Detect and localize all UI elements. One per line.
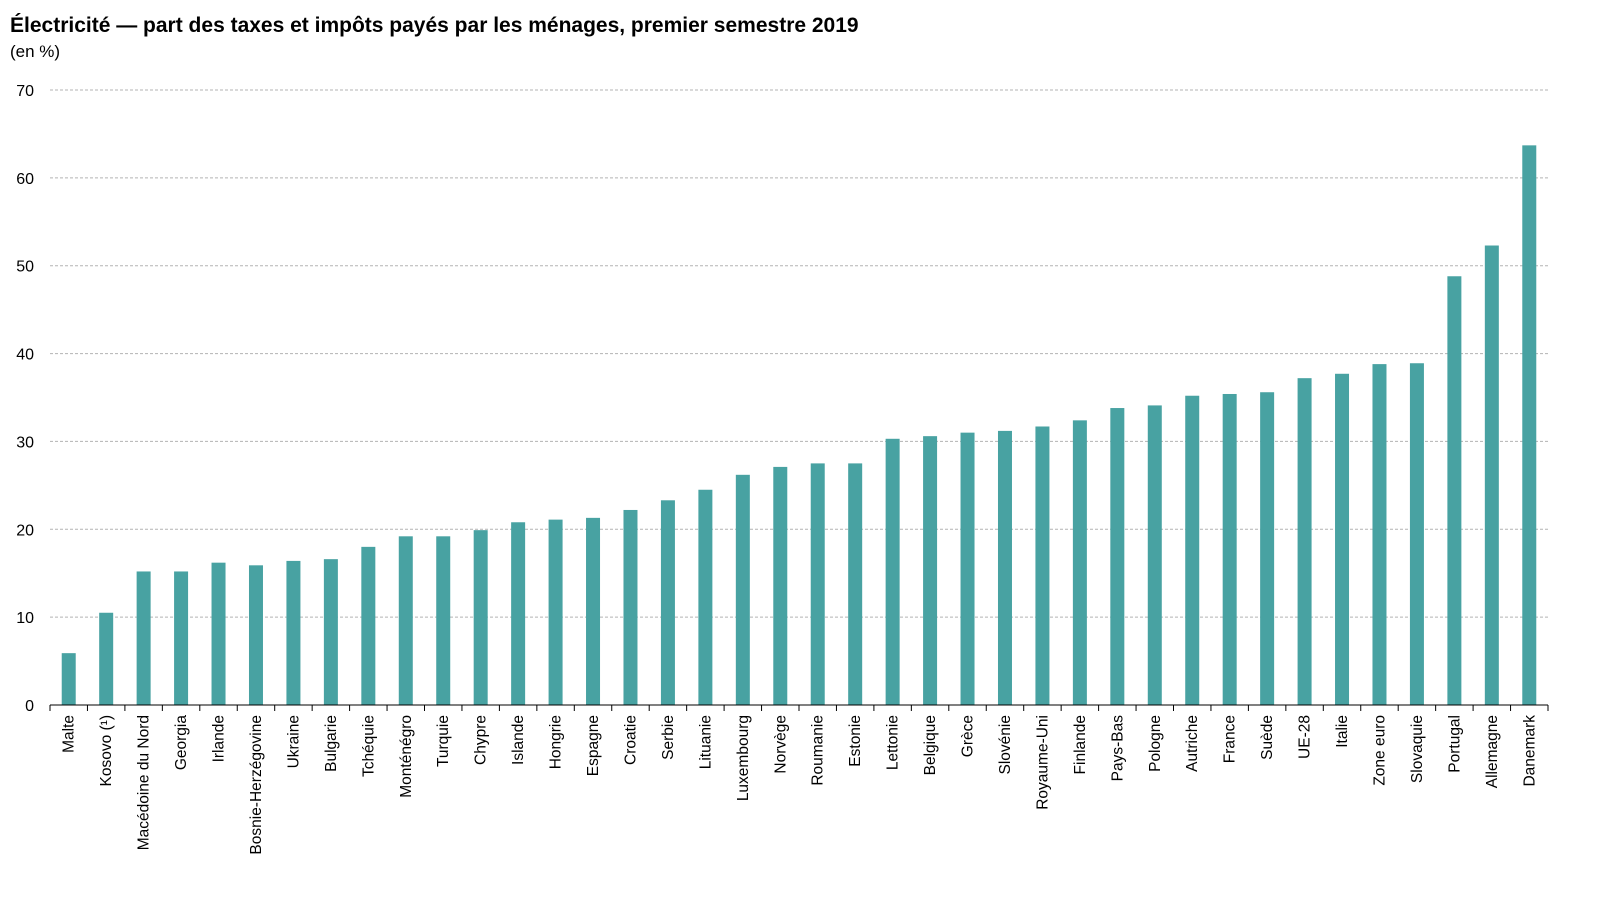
category-label: France — [1222, 715, 1239, 763]
bar — [1072, 420, 1087, 705]
y-tick-label: 10 — [16, 610, 34, 627]
bar — [436, 536, 451, 705]
bar — [361, 546, 376, 705]
bar-chart: 0 10 20 30 40 50 60 70 Malte Kosovo (¹) Macédoine… — [16, 83, 1549, 855]
y-axis-ticks: 0 10 20 30 40 50 60 70 — [16, 83, 34, 715]
category-label: Tchéquie — [360, 715, 377, 777]
category-label: Georgia — [173, 715, 190, 771]
x-axis — [49, 704, 1549, 711]
bar — [1522, 145, 1537, 706]
chart-title: Électricité — part des taxes et impôts p… — [10, 14, 859, 37]
bar — [1260, 392, 1275, 705]
category-label: Roumanie — [810, 715, 827, 786]
category-label: Macédoine du Nord — [136, 715, 153, 850]
bar — [885, 438, 900, 705]
category-label: UE-28 — [1297, 715, 1314, 759]
bar — [473, 530, 488, 705]
category-label: Slovénie — [997, 715, 1014, 774]
bar — [623, 509, 638, 705]
y-tick-label: 0 — [25, 698, 34, 715]
y-tick-label: 40 — [16, 347, 34, 364]
bar — [136, 571, 151, 705]
category-label: Espagne — [585, 715, 602, 776]
category-label: Monténégro — [398, 715, 415, 798]
category-label: Lituanie — [697, 715, 714, 769]
category-label: Italie — [1334, 715, 1351, 748]
category-label: Croatie — [622, 715, 639, 765]
category-label: Royaume-Uni — [1034, 715, 1051, 810]
bar — [1372, 364, 1387, 705]
chart-subtitle: (en %) — [10, 42, 61, 61]
x-axis-labels: Malte Kosovo (¹) Macédoine du Nord Georgia I… — [61, 715, 1539, 855]
bar — [997, 430, 1012, 705]
category-label: Finlande — [1072, 715, 1089, 774]
bar — [211, 562, 226, 705]
category-label: Ukraine — [285, 715, 302, 768]
bar — [398, 536, 413, 705]
bar — [323, 559, 338, 705]
category-label: Grèce — [960, 715, 977, 757]
category-label: Allemagne — [1484, 715, 1501, 788]
category-label: Norvège — [772, 715, 789, 774]
category-label: Slovaquie — [1409, 715, 1426, 783]
category-label: Kosovo (¹) — [98, 715, 115, 787]
bar — [1147, 405, 1162, 705]
bar — [660, 500, 675, 705]
bar — [1110, 408, 1125, 705]
bar — [735, 474, 750, 705]
category-label: Autriche — [1184, 715, 1201, 772]
category-label: Bulgarie — [323, 715, 340, 772]
category-label: Islande — [510, 715, 527, 765]
y-tick-label: 60 — [16, 171, 34, 188]
category-label: Suède — [1259, 715, 1276, 760]
category-label: Danemark — [1521, 715, 1538, 787]
bar — [1335, 373, 1350, 705]
bar — [923, 436, 938, 705]
bar — [1297, 378, 1312, 705]
bar — [286, 560, 301, 705]
category-label: Bosnie-Herzégovine — [248, 715, 265, 855]
bar — [548, 519, 563, 705]
bar — [1484, 245, 1499, 705]
bar — [1222, 393, 1237, 705]
bar — [248, 565, 263, 705]
bar — [511, 522, 526, 705]
bar — [99, 612, 114, 705]
y-tick-label: 50 — [16, 259, 34, 276]
category-label: Belgique — [922, 715, 939, 775]
bar — [698, 489, 713, 705]
bar — [1035, 426, 1050, 705]
category-label: Serbie — [660, 715, 677, 760]
category-label: Estonie — [847, 715, 864, 767]
bar — [1409, 363, 1424, 705]
bar — [61, 653, 76, 705]
bar — [1447, 276, 1462, 705]
category-label: Hongrie — [548, 715, 565, 769]
category-label: Malte — [61, 715, 78, 753]
category-label: Portugal — [1446, 715, 1463, 773]
grid-lines — [50, 89, 1548, 618]
category-label: Lettonie — [885, 715, 902, 770]
category-label: Pays-Bas — [1109, 715, 1126, 782]
bar — [586, 517, 601, 705]
bar — [174, 571, 189, 705]
category-label: Pologne — [1147, 715, 1164, 772]
y-tick-label: 30 — [16, 434, 34, 451]
bar — [1185, 395, 1200, 705]
category-label: Turquie — [435, 715, 452, 767]
category-label: Irlande — [211, 715, 228, 762]
category-label: Luxembourg — [735, 715, 752, 801]
bars — [61, 145, 1537, 706]
bar — [960, 432, 975, 705]
bar — [810, 463, 825, 705]
category-label: Chypre — [473, 715, 490, 765]
bar — [848, 463, 863, 705]
bar — [773, 466, 788, 705]
y-tick-label: 20 — [16, 522, 34, 539]
category-label: Zone euro — [1371, 715, 1388, 786]
y-tick-label: 70 — [16, 83, 34, 100]
